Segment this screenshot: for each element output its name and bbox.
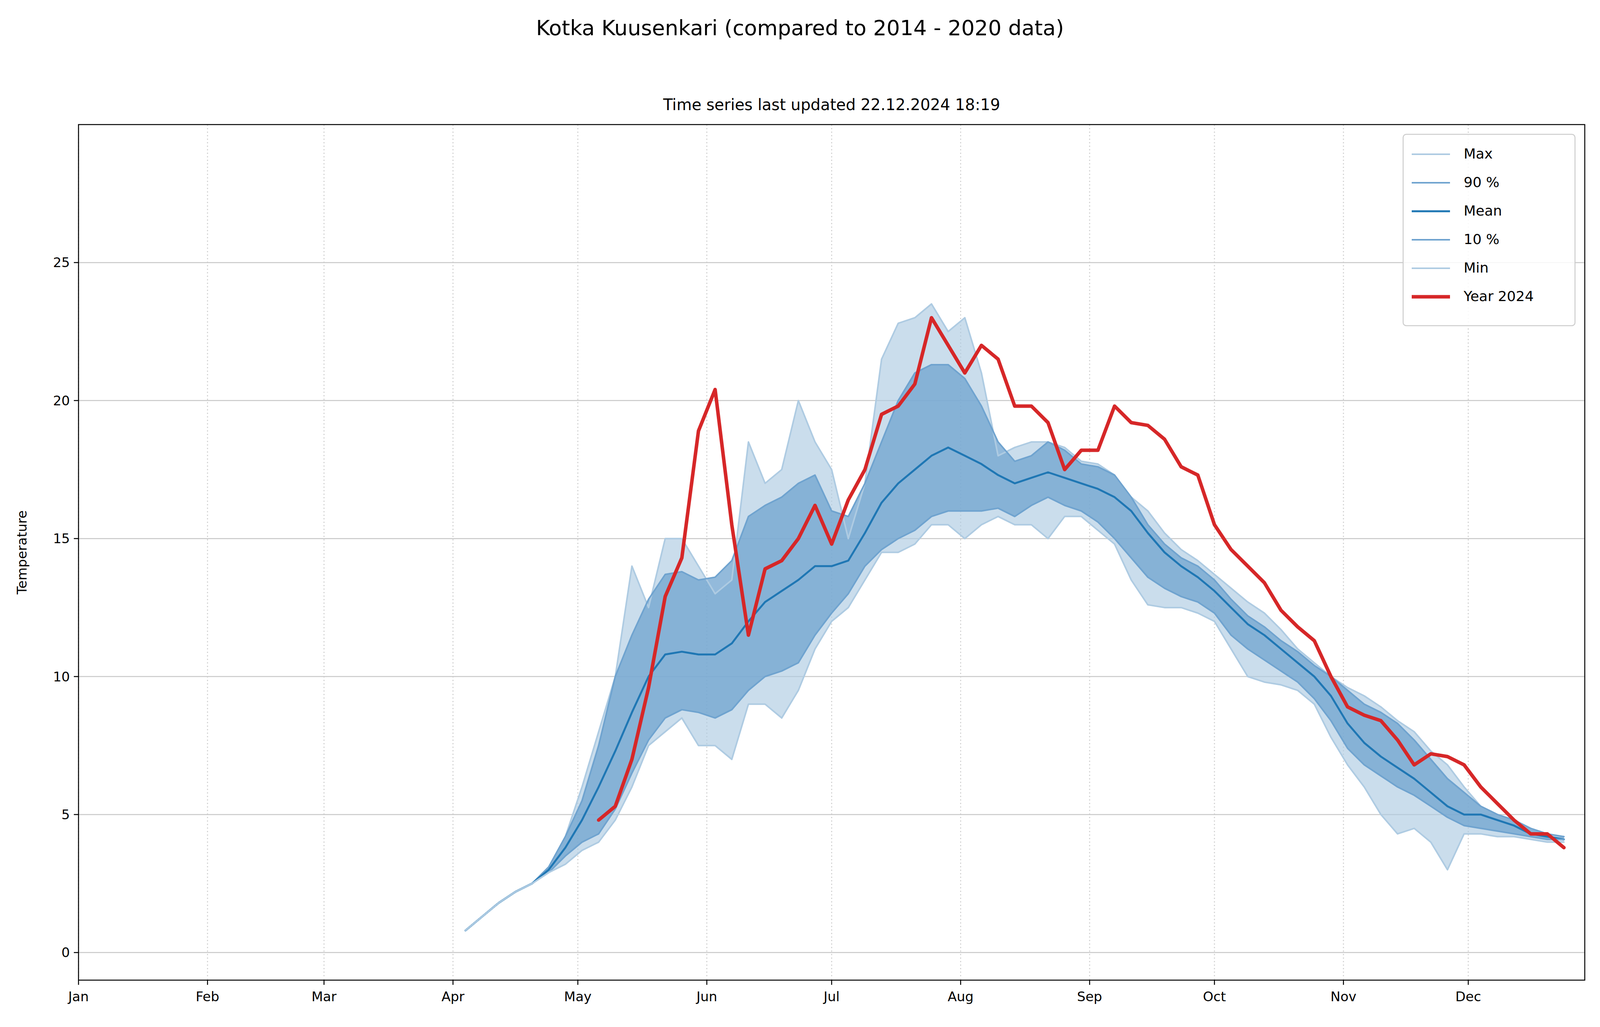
legend-swatch bbox=[1411, 239, 1450, 241]
tick bbox=[207, 980, 209, 986]
grid-line bbox=[1342, 124, 1345, 981]
tick bbox=[73, 538, 79, 540]
grid-line bbox=[323, 124, 325, 981]
tick-label: Apr bbox=[441, 989, 465, 1005]
legend bbox=[1403, 134, 1575, 326]
tick-label: Jul bbox=[822, 989, 840, 1005]
legend-label: Year 2024 bbox=[1463, 288, 1534, 305]
tick-label: 15 bbox=[53, 530, 70, 547]
tick-label: Jan bbox=[67, 989, 89, 1005]
tick bbox=[706, 980, 708, 986]
series-line bbox=[465, 303, 1565, 931]
tick bbox=[73, 400, 79, 402]
grid-line bbox=[706, 124, 708, 981]
tick bbox=[1467, 980, 1469, 986]
legend-label: 90 % bbox=[1463, 174, 1500, 191]
tick bbox=[452, 980, 454, 986]
legend-label: Max bbox=[1463, 145, 1493, 162]
tick bbox=[831, 980, 833, 986]
series-line bbox=[465, 447, 1565, 931]
legend-swatch bbox=[1411, 210, 1450, 213]
tick-label: Sep bbox=[1076, 989, 1102, 1005]
grid-line bbox=[1089, 124, 1091, 981]
title: Kotka Kuusenkari (compared to 2014 - 202… bbox=[535, 15, 1064, 41]
legend-swatch bbox=[1411, 153, 1450, 156]
tick bbox=[73, 952, 79, 954]
grid-line bbox=[207, 124, 209, 981]
chart: Kotka Kuusenkari (compared to 2014 - 202… bbox=[0, 0, 1600, 1027]
legend-label: Min bbox=[1463, 259, 1489, 276]
grid-line bbox=[452, 124, 454, 981]
tick bbox=[1342, 980, 1345, 986]
tick bbox=[577, 980, 579, 986]
tick bbox=[960, 980, 962, 986]
tick-label: Mar bbox=[311, 989, 337, 1005]
legend-label: 10 % bbox=[1463, 231, 1500, 248]
tick bbox=[73, 676, 79, 678]
background bbox=[0, 0, 1600, 1027]
plot-area bbox=[465, 303, 1565, 931]
frame bbox=[78, 124, 1585, 981]
tick bbox=[1214, 980, 1216, 986]
tick bbox=[73, 262, 79, 264]
tick-label: Aug bbox=[947, 989, 974, 1005]
tick-label: 20 bbox=[53, 392, 70, 409]
tick bbox=[1089, 980, 1091, 986]
grid-line bbox=[960, 124, 962, 981]
series-line bbox=[598, 317, 1565, 849]
legend-swatch bbox=[1411, 182, 1450, 184]
subtitle: Time series last updated 22.12.2024 18:1… bbox=[662, 95, 1001, 114]
axis-label: Temperature bbox=[14, 510, 30, 595]
grid-line bbox=[78, 400, 1585, 402]
series-line bbox=[465, 497, 1565, 931]
tick-label: 5 bbox=[61, 807, 70, 823]
tick-label: Feb bbox=[195, 989, 220, 1005]
grid-line bbox=[1214, 124, 1216, 981]
grid-line bbox=[78, 952, 1585, 954]
legend-label: Mean bbox=[1463, 202, 1502, 219]
tick-label: 10 bbox=[53, 669, 70, 685]
tick-label: Oct bbox=[1203, 989, 1227, 1005]
tick-label: Dec bbox=[1455, 989, 1482, 1005]
band bbox=[465, 303, 1565, 931]
legend-swatch bbox=[1411, 295, 1450, 299]
tick bbox=[78, 980, 80, 986]
tick bbox=[323, 980, 325, 986]
band bbox=[465, 364, 1565, 931]
tick-label: May bbox=[564, 989, 592, 1005]
tick bbox=[73, 814, 79, 816]
series-line bbox=[465, 516, 1565, 931]
series-line bbox=[465, 364, 1565, 931]
tick-label: Jun bbox=[695, 989, 718, 1005]
tick-label: 25 bbox=[53, 254, 70, 271]
legend-swatch bbox=[1411, 267, 1450, 270]
tick-label: 0 bbox=[61, 944, 70, 961]
tick-label: Nov bbox=[1330, 989, 1357, 1005]
